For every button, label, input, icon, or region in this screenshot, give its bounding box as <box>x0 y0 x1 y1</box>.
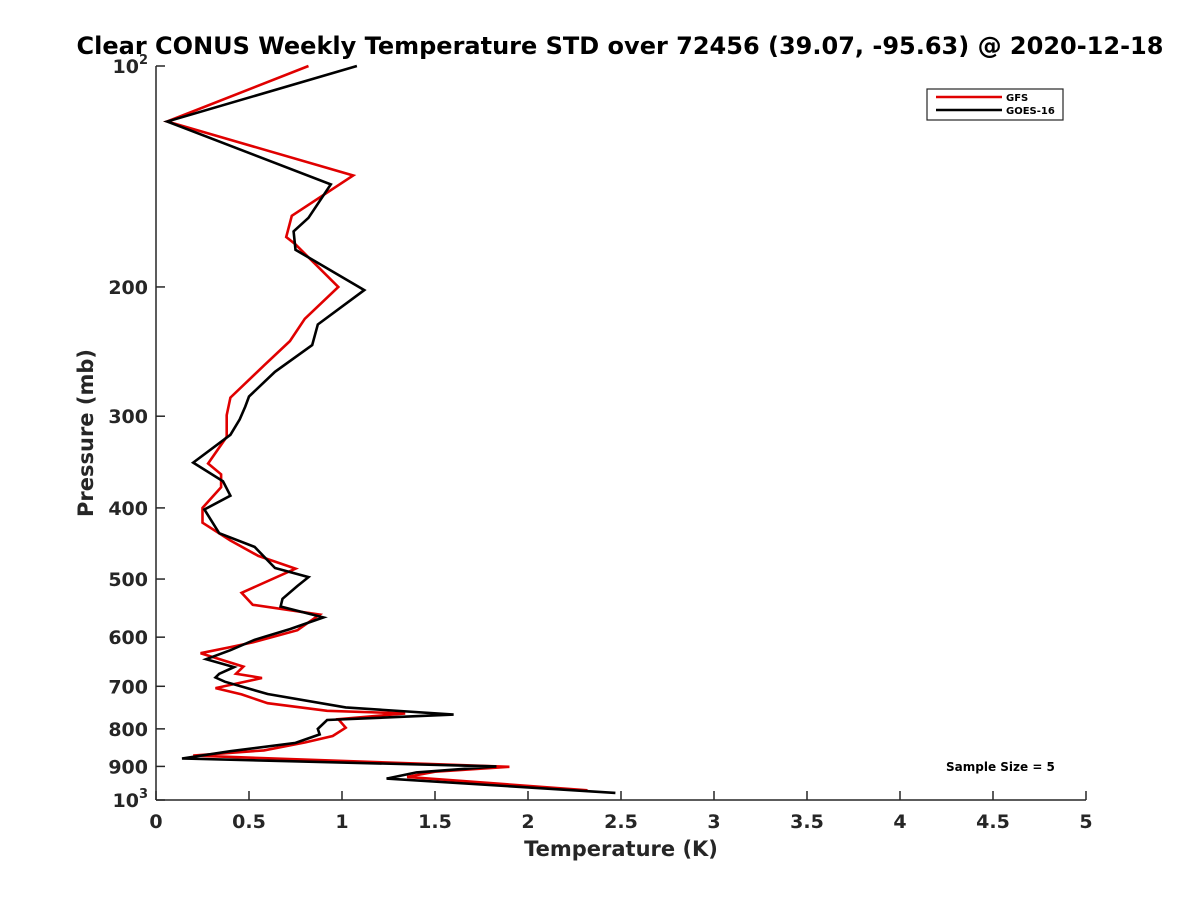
sample-size-annotation: Sample Size = 5 <box>946 760 1055 774</box>
series-line-goes-16 <box>163 64 616 795</box>
x-tick-label: 4.5 <box>976 811 1010 833</box>
y-tick-label: 600 <box>108 627 148 649</box>
x-tick-label: 1 <box>335 811 348 833</box>
y-tick-label: 300 <box>108 406 148 428</box>
plot-area: 0 0.5 1 1.5 2 2.5 3 3.5 4 4.5 5 102 200 300 400 500 600… <box>108 53 1092 833</box>
legend-label-goes-16: GOES-16 <box>1006 106 1055 117</box>
x-tick-label: 2.5 <box>604 811 638 833</box>
x-tick-label: 1.5 <box>418 811 452 833</box>
y-tick-label: 800 <box>108 719 148 741</box>
legend-label-gfs: GFS <box>1006 93 1028 104</box>
series-line-gfs <box>163 64 588 792</box>
y-tick-label: 400 <box>108 498 148 520</box>
x-tick-label: 0.5 <box>232 811 266 833</box>
y-tick-label: 103 <box>113 787 149 812</box>
y-tick-label: 200 <box>108 277 148 299</box>
legend-box <box>926 88 1064 121</box>
y-tick-label: 500 <box>108 569 148 591</box>
x-tick-label: 2 <box>521 811 534 833</box>
y-tick-label: 102 <box>113 53 149 78</box>
x-tick-label: 3.5 <box>790 811 824 833</box>
x-axis-label: Temperature (K) <box>524 837 718 861</box>
x-tick-label: 0 <box>149 811 162 833</box>
y-axis-label: Pressure (mb) <box>74 349 98 517</box>
x-tick-label: 4 <box>893 811 906 833</box>
x-tick-label: 3 <box>707 811 720 833</box>
x-tick-label: 5 <box>1079 811 1092 833</box>
y-tick-label: 700 <box>108 676 148 698</box>
legend: GFS GOES-16 <box>926 88 1064 121</box>
y-tick-label: 900 <box>108 756 148 778</box>
chart-title: Clear CONUS Weekly Temperature STD over … <box>77 32 1164 60</box>
